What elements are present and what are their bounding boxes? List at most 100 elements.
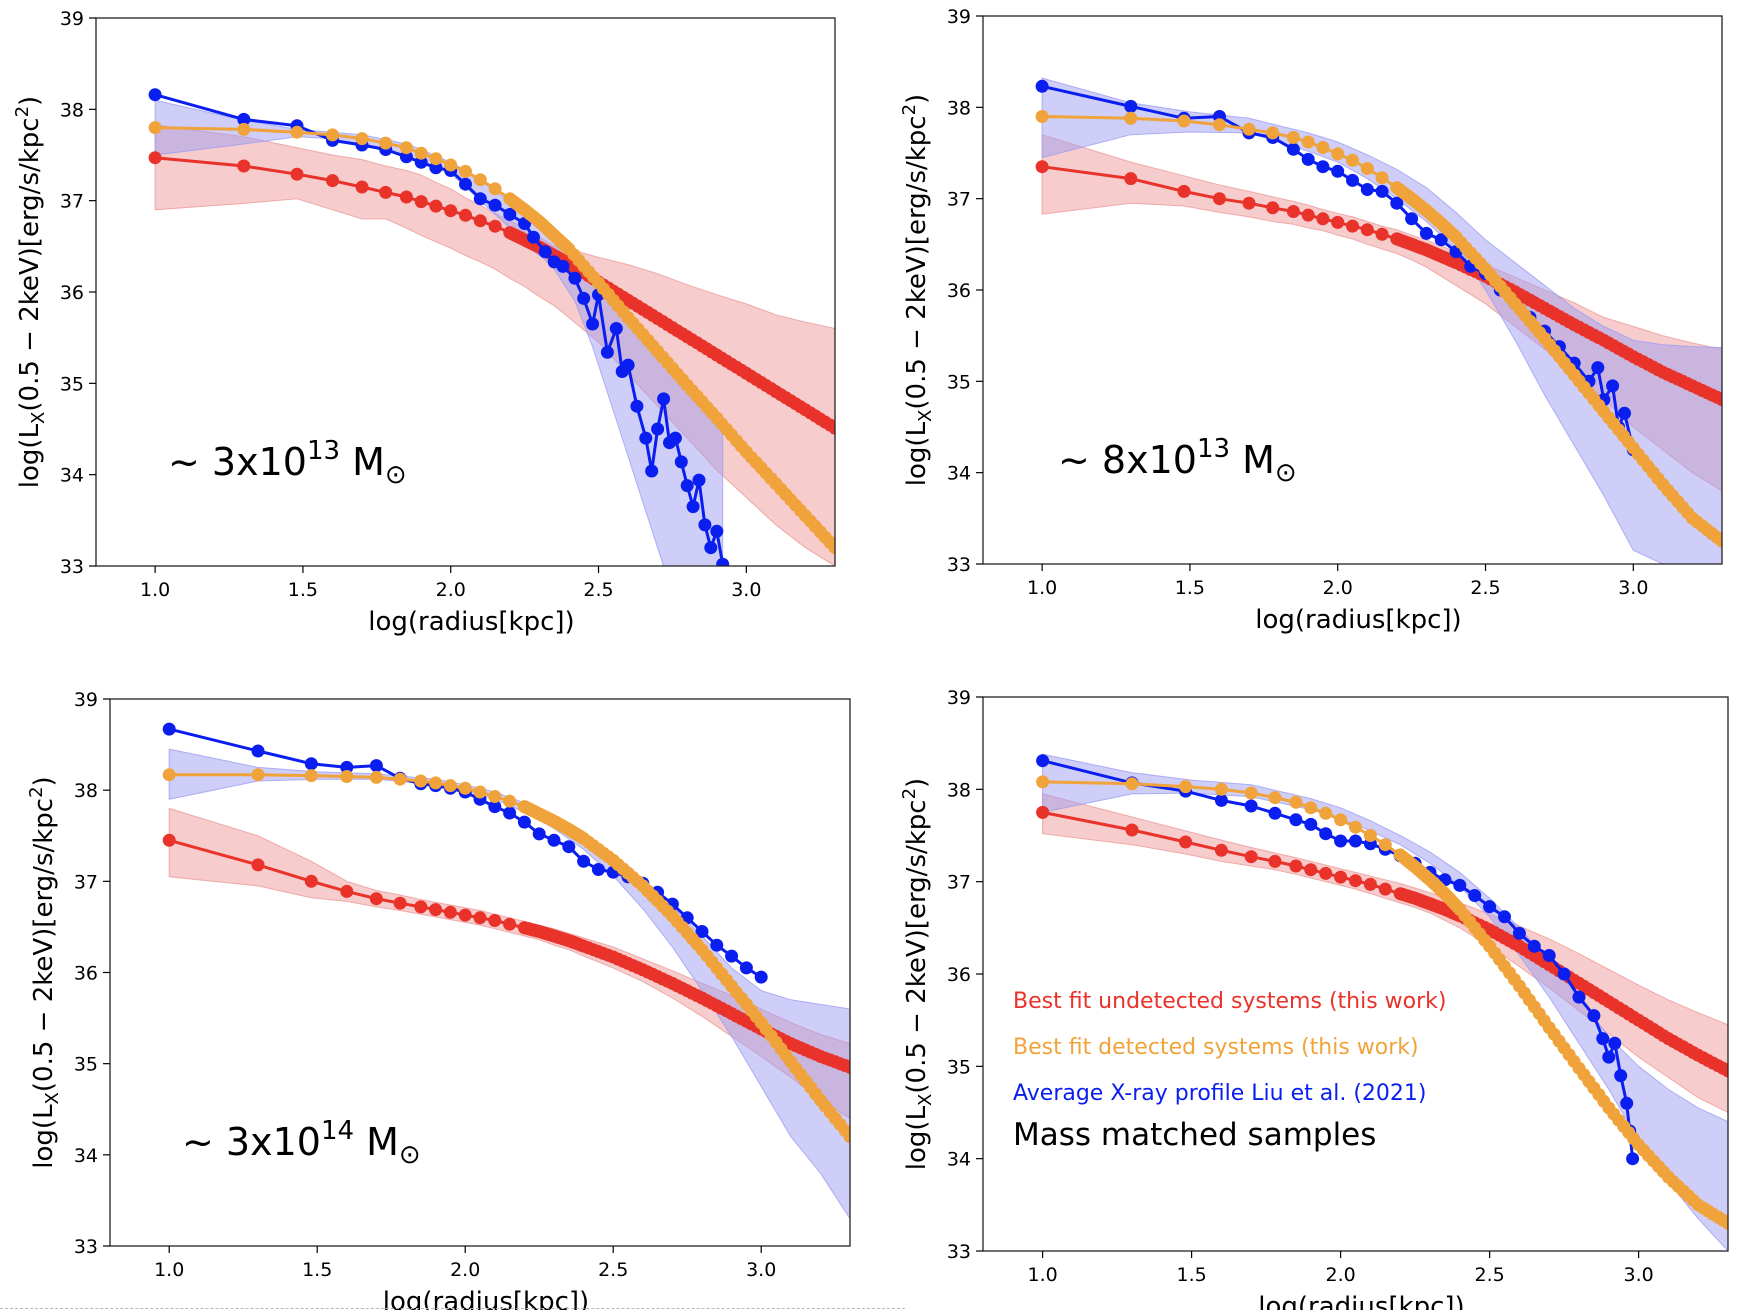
data-point-liu [1608, 1036, 1622, 1050]
data-point-liu [754, 970, 768, 984]
data-point-detected [340, 770, 354, 783]
data-point-liu [710, 524, 724, 538]
y-axis-label-mid: (0.5 − 2keV)[erg/s/kpc [15, 117, 45, 411]
data-point-detected [1319, 806, 1333, 820]
y-tick-label: 38 [947, 97, 971, 119]
series-line-detected [169, 773, 850, 1138]
data-point-detected [326, 128, 339, 142]
data-point-detected [1036, 775, 1050, 789]
data-point-undetected [237, 159, 251, 173]
y-axis-label-sub: X [28, 412, 49, 424]
data-point-undetected [399, 190, 413, 204]
y-tick-label: 39 [74, 689, 98, 711]
data-point-liu [1512, 926, 1526, 940]
data-point-undetected [290, 167, 304, 181]
data-point-liu [251, 744, 265, 758]
data-point-detected [734, 439, 748, 453]
data-point-undetected [1036, 805, 1050, 819]
data-point-detected [304, 769, 318, 783]
data-point-detected [1301, 135, 1315, 149]
data-point-detected [1363, 829, 1377, 842]
y-axis-label-sup: 2 [899, 788, 920, 799]
undetected-band [1041, 134, 1722, 492]
data-point-liu [710, 938, 724, 952]
data-point-detected [646, 339, 660, 353]
y-tick-label: 37 [947, 189, 971, 211]
y-tick-label: 37 [60, 191, 84, 213]
data-point-detected [587, 270, 601, 284]
data-point-undetected [601, 948, 615, 962]
y-axis-label-sup: 2 [12, 106, 33, 117]
data-point-undetected [1286, 205, 1300, 218]
data-point-undetected [1319, 866, 1333, 880]
data-point-detected [705, 406, 719, 420]
y-tick-label: 34 [60, 465, 84, 487]
data-point-liu [739, 961, 753, 975]
data-point-undetected [838, 1059, 850, 1072]
undetected-band [168, 807, 850, 1119]
y-axis-label-sub: X [915, 1094, 936, 1106]
data-point-detected [443, 779, 457, 793]
data-point-detected [1378, 838, 1392, 852]
data-point-detected [1304, 801, 1318, 815]
data-point-liu [562, 840, 576, 854]
data-point-liu [1316, 160, 1330, 174]
data-point-undetected [304, 874, 318, 888]
data-point-undetected [1349, 874, 1362, 888]
data-point-liu [1453, 878, 1467, 892]
data-point-liu [414, 155, 428, 169]
series-detected [162, 768, 850, 1144]
data-point-liu [1618, 406, 1631, 420]
data-point-undetected [1331, 215, 1345, 229]
data-point-liu [148, 88, 162, 102]
data-point-liu [1419, 226, 1433, 240]
data-point-liu [609, 322, 623, 335]
data-point-undetected [1346, 219, 1359, 233]
data-point-liu [725, 949, 739, 963]
data-point-undetected [1266, 201, 1280, 215]
x-tick-label: 2.0 [1323, 577, 1353, 599]
data-point-liu [1626, 1152, 1640, 1166]
data-point-liu [1591, 361, 1605, 375]
data-point-detected [251, 768, 265, 782]
data-point-liu [556, 259, 570, 273]
x-tick-label: 2.0 [436, 579, 466, 601]
y-axis-label-sub: X [42, 1092, 63, 1104]
mass-annotation-exponent: 13 [1197, 434, 1230, 464]
data-point-undetected [148, 151, 162, 165]
data-point-liu [586, 317, 600, 331]
data-point-detected [148, 121, 162, 135]
y-axis-label-mid: (0.5 − 2keV)[erg/s/kpc [902, 799, 932, 1093]
data-point-undetected [369, 892, 383, 906]
x-tick-label: 1.0 [1027, 1264, 1057, 1286]
data-point-liu [1036, 754, 1050, 768]
y-axis-label-pre: log(L [29, 1104, 59, 1169]
data-point-liu [1572, 990, 1586, 1004]
data-point-detected [823, 535, 835, 549]
data-point-liu [473, 192, 487, 206]
data-point-detected [1627, 1132, 1641, 1146]
data-point-detected [1125, 777, 1139, 791]
data-point-undetected [1621, 347, 1635, 361]
data-point-undetected [1213, 192, 1226, 206]
data-point-liu [680, 479, 694, 493]
data-point-liu [630, 399, 644, 413]
data-point-undetected [646, 308, 660, 322]
data-point-detected [1597, 1094, 1611, 1108]
mass-annotation-prefix: ~ 3x10 [168, 440, 307, 484]
legend-item-liu: Average X-ray profile Liu et al. (2021) [1013, 1081, 1426, 1106]
data-point-undetected [488, 914, 502, 927]
data-point-detected [616, 305, 630, 319]
x-tick-label: 1.0 [140, 579, 170, 601]
data-point-undetected [705, 345, 719, 359]
data-point-detected [444, 158, 458, 172]
data-point-undetected [1304, 863, 1318, 877]
x-tick-label: 2.0 [450, 1259, 480, 1281]
y-tick-label: 36 [74, 963, 98, 985]
data-point-detected [1686, 1193, 1700, 1207]
y-tick-label: 35 [947, 1056, 971, 1078]
data-point-detected [1450, 900, 1464, 914]
data-point-undetected [1363, 877, 1377, 891]
mass-annotation-suffix: M [354, 1120, 399, 1164]
data-point-liu [577, 291, 591, 305]
